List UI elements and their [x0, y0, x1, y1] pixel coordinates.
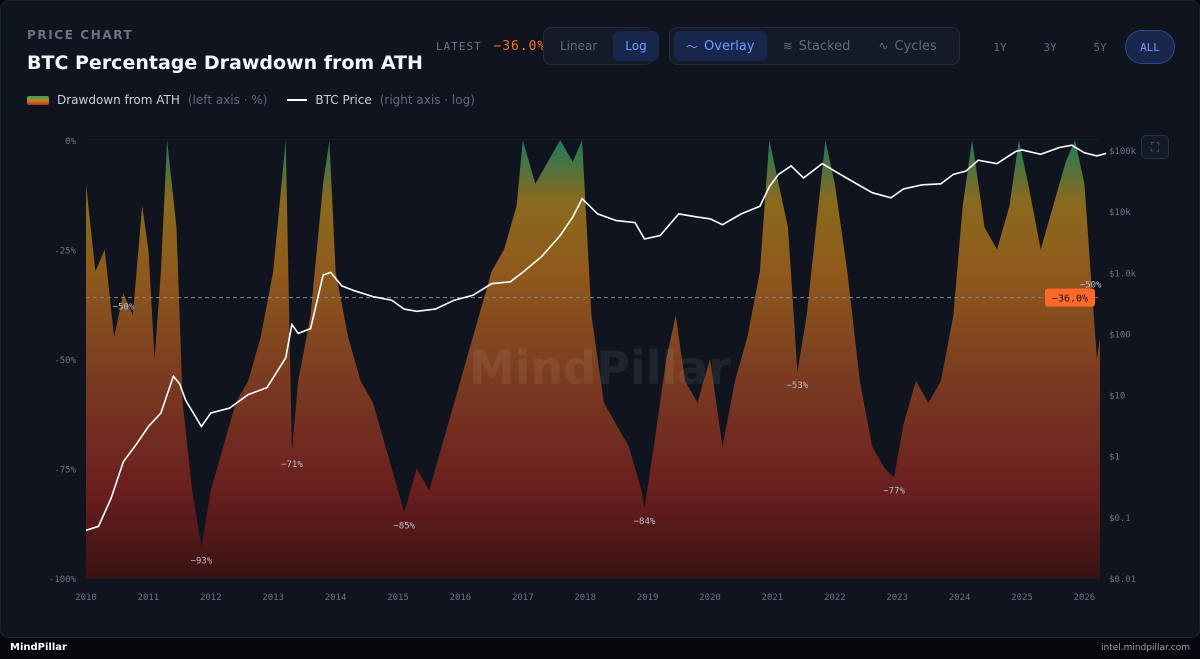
scale-toggle: Linear Log — [543, 27, 659, 65]
view-overlay-button[interactable]: 〜 Overlay — [674, 31, 767, 61]
range-3y-button[interactable]: 3Y — [1043, 40, 1057, 54]
cycles-wave-icon: ∿ — [878, 39, 889, 53]
drawdown-swatch — [27, 95, 49, 105]
right-tick-label: $100k — [1109, 147, 1137, 157]
x-tick-label: 2023 — [886, 593, 908, 603]
range-toggle: 1Y 3Y 5Y ALL — [975, 30, 1175, 64]
x-tick-label: 2014 — [325, 593, 347, 603]
left-tick-label: -100% — [49, 575, 77, 585]
x-tick-label: 2022 — [824, 593, 846, 603]
fullscreen-button[interactable]: ⛶ — [1141, 135, 1169, 159]
x-tick-label: 2020 — [699, 593, 721, 603]
drawdown-annotation: −50% — [113, 302, 135, 312]
latest-readout: LATEST −36.0% — [436, 39, 546, 54]
expand-icon: ⛶ — [1150, 139, 1160, 154]
right-tick-label: $10k — [1109, 208, 1131, 218]
right-tick-label: $0.1 — [1109, 514, 1131, 524]
latest-badge-label: −36.0% — [1052, 294, 1088, 305]
legend-price-label: BTC Price — [315, 93, 372, 107]
btc-price-line — [85, 144, 1107, 532]
drawdown-annotation: −85% — [393, 521, 415, 531]
range-5y-button[interactable]: 5Y — [1093, 40, 1107, 54]
legend-drawdown-note: (left axis · %) — [187, 93, 268, 107]
drawdown-annotation: −84% — [634, 517, 656, 527]
view-overlay-label: Overlay — [704, 38, 755, 54]
drawdown-annotation: −93% — [191, 556, 213, 566]
view-cycles-button[interactable]: ∿ Cycles — [866, 31, 948, 61]
x-tick-label: 2011 — [138, 593, 160, 603]
scale-linear-button[interactable]: Linear — [560, 39, 598, 53]
section-eyebrow: PRICE CHART — [27, 28, 134, 42]
x-tick-label: 2025 — [1011, 593, 1033, 603]
latest-value: −36.0% — [493, 39, 547, 54]
footer-brand: MindPillar — [10, 642, 67, 653]
view-stacked-label: Stacked — [798, 38, 851, 54]
x-tick-label: 2018 — [574, 593, 596, 603]
right-tick-label: $1.0k — [1109, 269, 1137, 279]
price-swatch — [287, 99, 308, 101]
x-tick-label: 2024 — [949, 593, 971, 603]
x-tick-label: 2019 — [637, 593, 659, 603]
left-tick-label: -50% — [54, 356, 76, 366]
right-tick-label: $1 — [1109, 453, 1120, 463]
legend-drawdown-label: Drawdown from ATH — [57, 93, 180, 107]
x-tick-label: 2016 — [450, 593, 472, 603]
x-tick-label: 2021 — [762, 593, 784, 603]
x-tick-label: 2017 — [512, 593, 534, 603]
left-tick-label: -25% — [54, 247, 76, 257]
drawdown-annotation: −71% — [281, 460, 303, 470]
left-tick-label: 0% — [65, 137, 76, 147]
chart-legend: Drawdown from ATH (left axis · %) BTC Pr… — [27, 93, 475, 107]
page-title: BTC Percentage Drawdown from ATH — [27, 52, 423, 74]
drawdown-chart: MindPillar 0% -25% -50% -75% -100% $100k $10k $… — [49, 137, 1137, 603]
x-tick-label: 2010 — [75, 593, 97, 603]
x-tick-label: 2013 — [262, 593, 284, 603]
range-1y-button[interactable]: 1Y — [993, 40, 1007, 54]
drawdown-annotation: −50% — [1080, 280, 1102, 290]
latest-label: LATEST — [436, 40, 482, 53]
x-tick-label: 2026 — [1074, 593, 1096, 603]
latest-badge: −36.0% — [1045, 288, 1095, 307]
right-tick-label: $10 — [1109, 392, 1125, 402]
legend-price-note: (right axis · log) — [379, 93, 475, 107]
view-cycles-label: Cycles — [894, 38, 937, 54]
drawdown-mask — [86, 140, 1107, 548]
view-stacked-button[interactable]: ≋ Stacked — [771, 31, 863, 61]
right-tick-label: $0.01 — [1109, 575, 1136, 585]
footer: MindPillar intel.mindpillar.com — [0, 638, 1200, 659]
range-all-button[interactable]: ALL — [1125, 30, 1175, 64]
x-tick-label: 2012 — [200, 593, 222, 603]
footer-url: intel.mindpillar.com — [1100, 643, 1190, 653]
view-toggle: 〜 Overlay ≋ Stacked ∿ Cycles — [669, 27, 960, 65]
x-tick-label: 2015 — [387, 593, 409, 603]
overlay-line-icon: 〜 — [686, 39, 699, 54]
left-tick-label: -75% — [54, 466, 76, 476]
drawdown-annotation: −77% — [883, 486, 905, 496]
drawdown-annotation: −53% — [787, 381, 809, 391]
stacked-wave-icon: ≋ — [782, 39, 793, 53]
scale-log-button[interactable]: Log — [613, 31, 659, 61]
latest-badge-bg — [1045, 288, 1095, 307]
watermark: MindPillar — [469, 341, 731, 395]
right-tick-label: $100 — [1109, 330, 1131, 340]
